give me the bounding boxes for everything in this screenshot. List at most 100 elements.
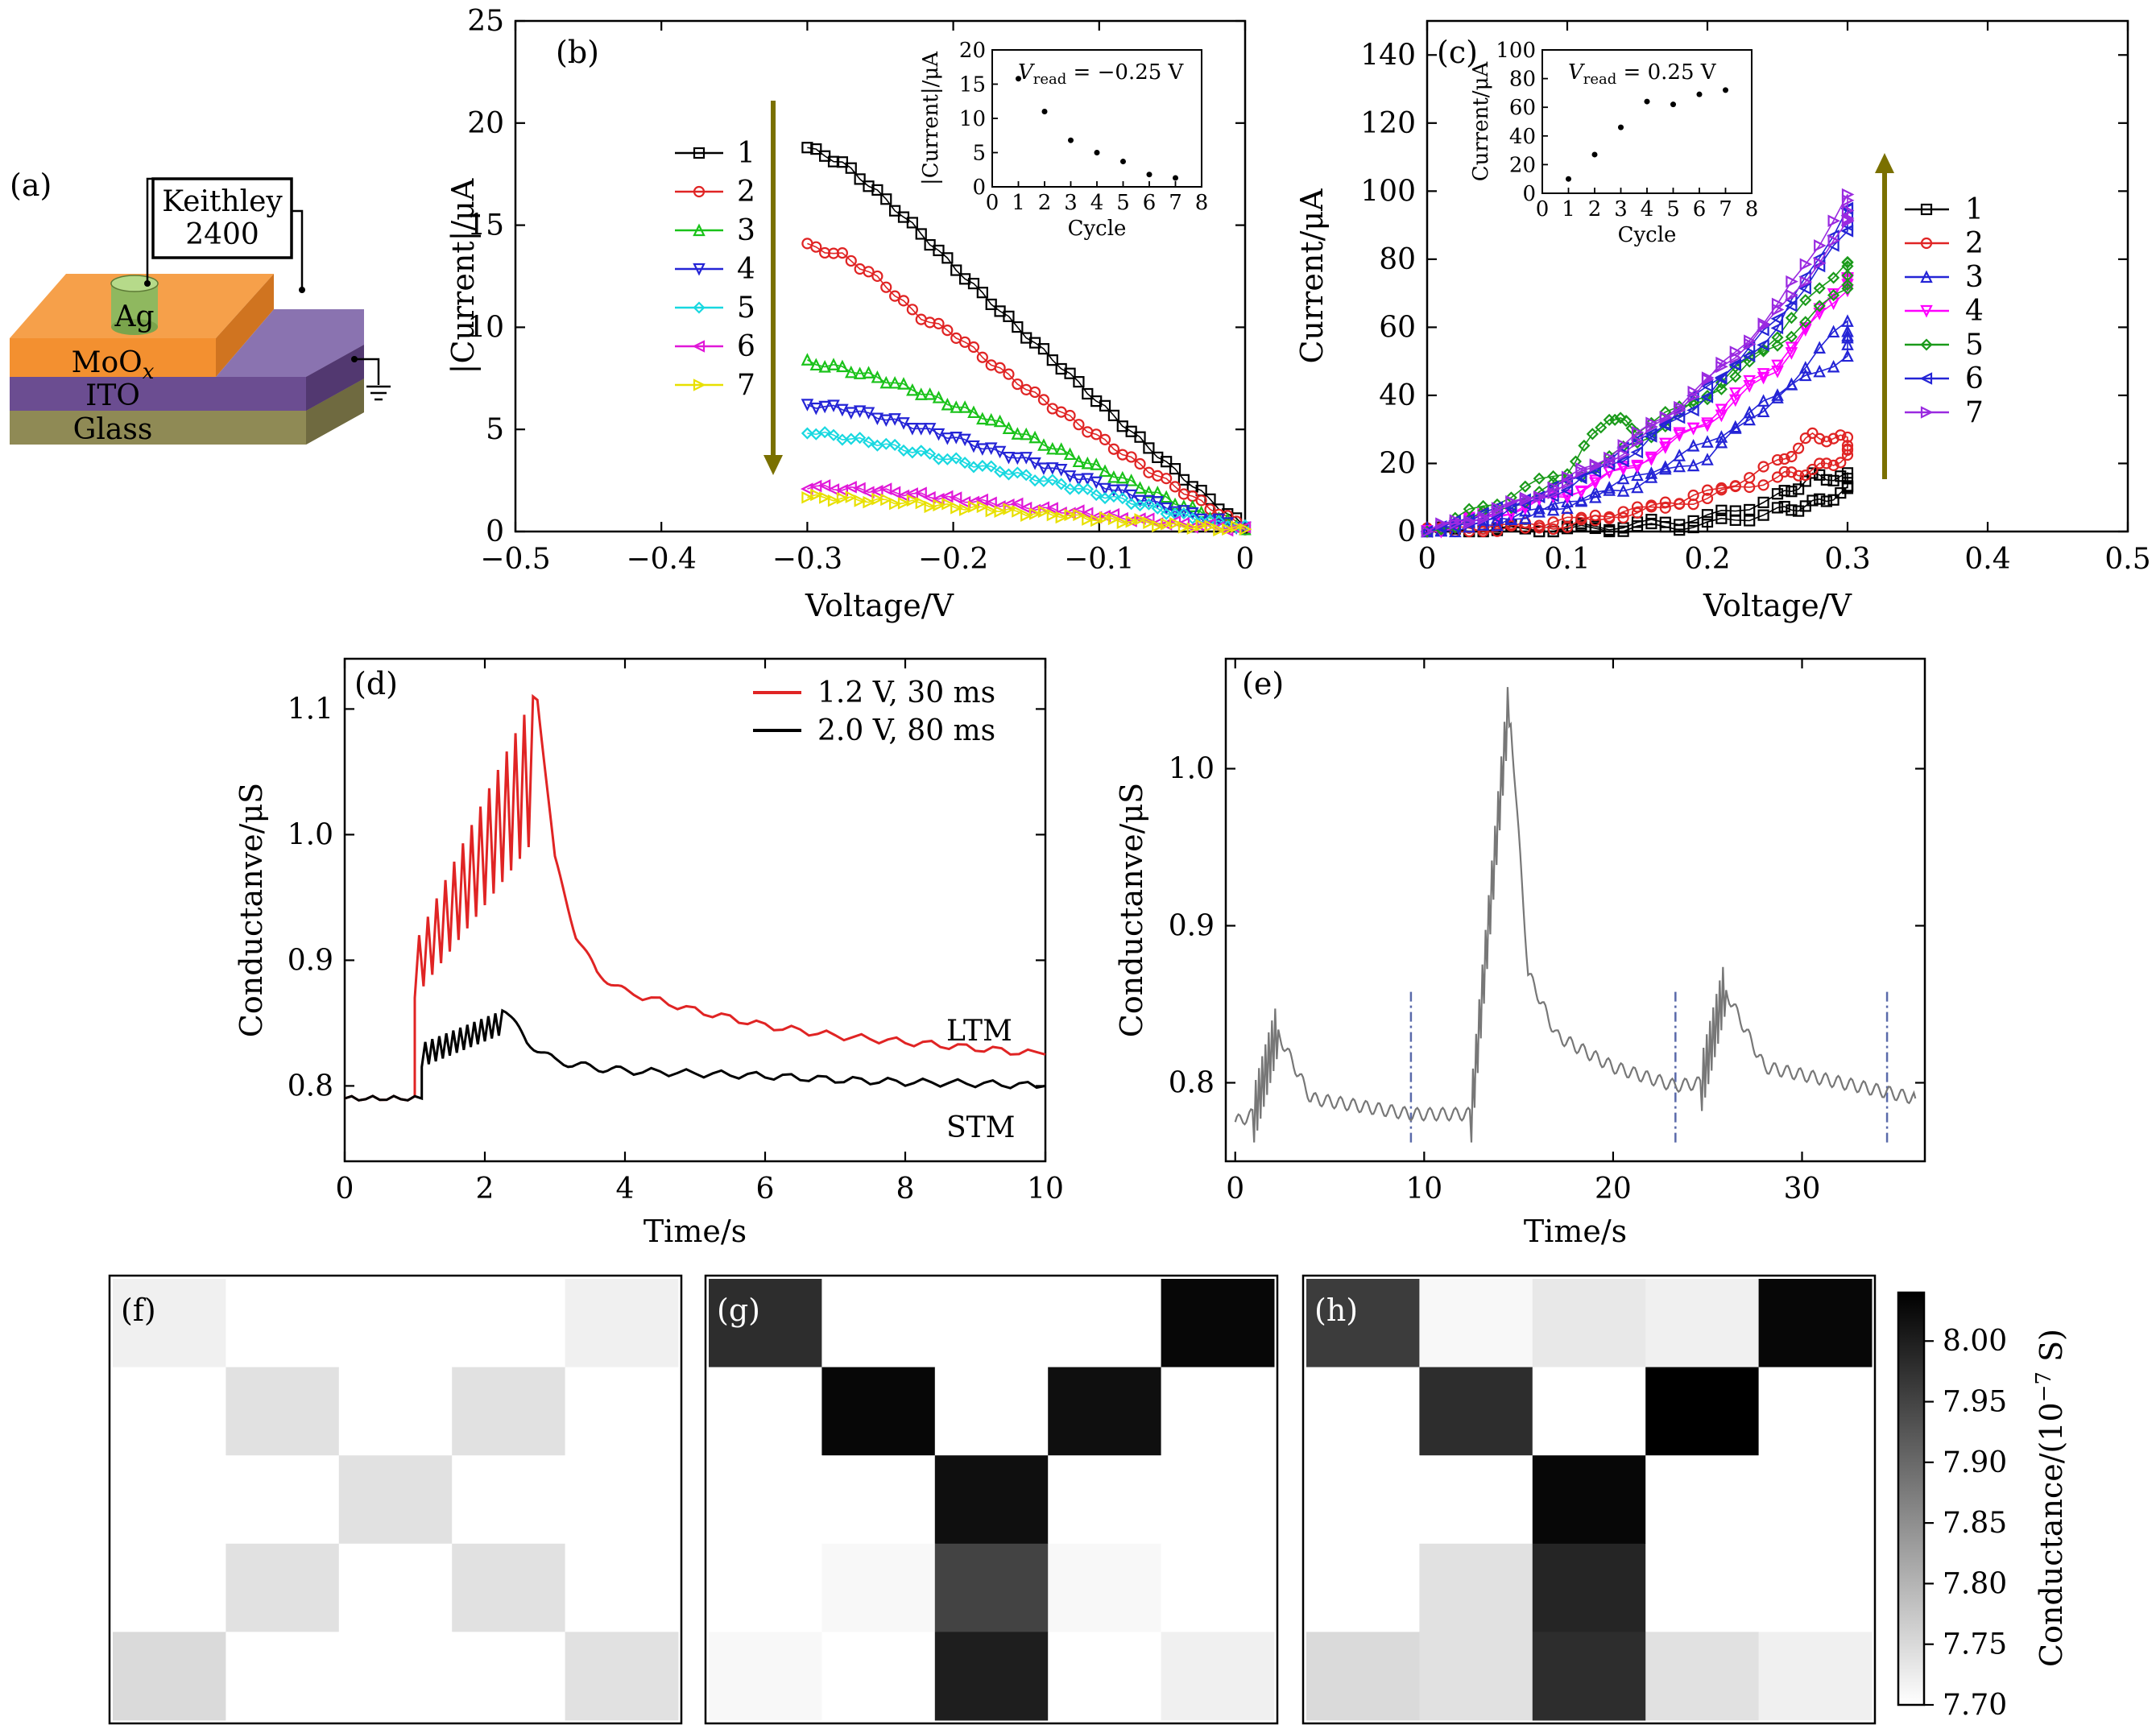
series-marker-3 [1002, 421, 1016, 434]
panel-d-series [344, 693, 1046, 1102]
series-marker-5 [1827, 271, 1840, 284]
heatmap-cell [565, 1455, 679, 1545]
series-marker-7 [1449, 517, 1463, 530]
ag-electrode-top [110, 275, 159, 292]
series-marker-1 [1771, 502, 1784, 514]
inset-x-tick-label: 6 [1693, 197, 1707, 221]
series-marker-1 [1064, 367, 1076, 379]
series-marker-3 [941, 397, 954, 411]
series-marker-3 [967, 405, 980, 419]
series-marker-7 [1799, 258, 1813, 271]
series-marker-7 [1082, 513, 1095, 526]
series-marker-3 [1729, 421, 1742, 434]
series-marker-4 [1028, 457, 1041, 470]
x-tick-label: −0.5 [480, 543, 550, 576]
y-tick-label: 120 [1360, 107, 1416, 140]
series-marker-5 [801, 427, 813, 440]
series-marker-4 [1631, 461, 1644, 474]
series-marker-3 [1799, 361, 1812, 374]
heatmap-cell [1048, 1367, 1162, 1456]
inset-x-tick-label: 6 [1143, 191, 1157, 215]
series-marker-3 [1827, 325, 1840, 338]
series-marker-1 [1169, 463, 1181, 475]
series-marker-4 [950, 432, 963, 445]
x-tick-label: 0 [1226, 1173, 1244, 1206]
series-marker-5 [1107, 490, 1120, 503]
legend-marker-7 [693, 379, 706, 391]
series-marker-7 [1575, 462, 1588, 475]
series-marker-3 [827, 358, 840, 370]
x-tick-label: 0.5 [2104, 543, 2150, 576]
series-marker-5 [1028, 474, 1041, 487]
heatmap-frame [108, 1274, 683, 1725]
heatmap-cell [452, 1632, 566, 1721]
x-tick-label: 30 [1784, 1173, 1821, 1206]
panel-b-series [800, 142, 1252, 537]
legend-label-5: 5 [737, 292, 755, 325]
series-marker-4 [976, 443, 989, 456]
heatmap-cell [1048, 1632, 1162, 1721]
series-marker-3 [993, 414, 1007, 428]
inset-point [1618, 124, 1624, 130]
series-marker-7 [1631, 435, 1645, 449]
series-marker-7 [906, 494, 920, 507]
y-tick-label: 100 [1360, 175, 1416, 208]
series-marker-2 [1161, 473, 1173, 485]
inset-y-tick-label: 40 [1509, 125, 1536, 149]
series-marker-7 [1786, 288, 1798, 302]
series-marker-5 [1701, 389, 1714, 403]
series-marker-7 [836, 491, 850, 505]
series-marker-3 [818, 360, 831, 373]
series-marker-6 [1010, 497, 1024, 511]
heatmap-cell [1048, 1455, 1162, 1545]
heatmap-cell [1645, 1279, 1760, 1368]
series-marker-3 [1099, 464, 1111, 478]
panel-c-arrow [1875, 153, 1894, 479]
y-tick-label: 40 [1379, 379, 1416, 412]
series-marker-7 [1421, 525, 1434, 538]
inset-ylabel: Current/μA [1469, 61, 1493, 182]
series-marker-7 [1687, 385, 1701, 399]
inset-x-tick-label: 2 [1588, 197, 1602, 221]
legend-marker-6 [692, 340, 706, 353]
series-marker-2 [1090, 428, 1103, 441]
series-marker-1 [967, 278, 980, 290]
series-marker-6 [1757, 338, 1769, 352]
legend-label-1: 1 [737, 137, 755, 170]
series-marker-3 [1645, 466, 1658, 479]
panel-d-ylabel: Conductanve/μS [234, 783, 269, 1037]
inset-x-tick-label: 1 [1012, 191, 1025, 215]
series-marker-7 [1491, 502, 1504, 515]
inset-x-tick-label: 4 [1641, 197, 1654, 221]
series-marker-7 [1186, 522, 1200, 535]
series-marker-2 [845, 254, 857, 267]
y-tick-label: 0.8 [1169, 1067, 1215, 1100]
y-tick-label: 0.9 [288, 944, 333, 977]
series-marker-1 [1082, 387, 1094, 400]
series-marker-7 [1239, 523, 1252, 536]
y-tick-label: 5 [486, 413, 504, 446]
series-marker-1 [1533, 525, 1546, 538]
series-marker-4 [1002, 451, 1016, 465]
series-marker-4 [1575, 485, 1588, 498]
series-marker-2 [1028, 386, 1041, 399]
inset-point [1173, 175, 1178, 181]
inset-point [1146, 172, 1152, 178]
heatmap-cell [821, 1367, 936, 1456]
series-marker-7 [1519, 494, 1533, 507]
heatmap-cell [452, 1367, 566, 1456]
series-marker-4 [871, 412, 884, 426]
series-marker-6 [1045, 502, 1058, 515]
series-marker-1 [1099, 399, 1111, 412]
series-marker-6 [1784, 299, 1798, 312]
panel-label-c: (c) [1437, 35, 1478, 70]
panel-b-axes [514, 19, 1247, 533]
inset-y-tick-label: 0 [972, 176, 986, 200]
series-marker-5 [1533, 472, 1546, 485]
heatmap-cell [934, 1279, 1049, 1368]
series-marker-7 [863, 495, 875, 509]
series-marker-7 [1701, 371, 1715, 384]
ito-layer-side [306, 345, 364, 411]
series-marker-5 [1841, 282, 1854, 295]
series-marker-5 [1586, 428, 1599, 441]
